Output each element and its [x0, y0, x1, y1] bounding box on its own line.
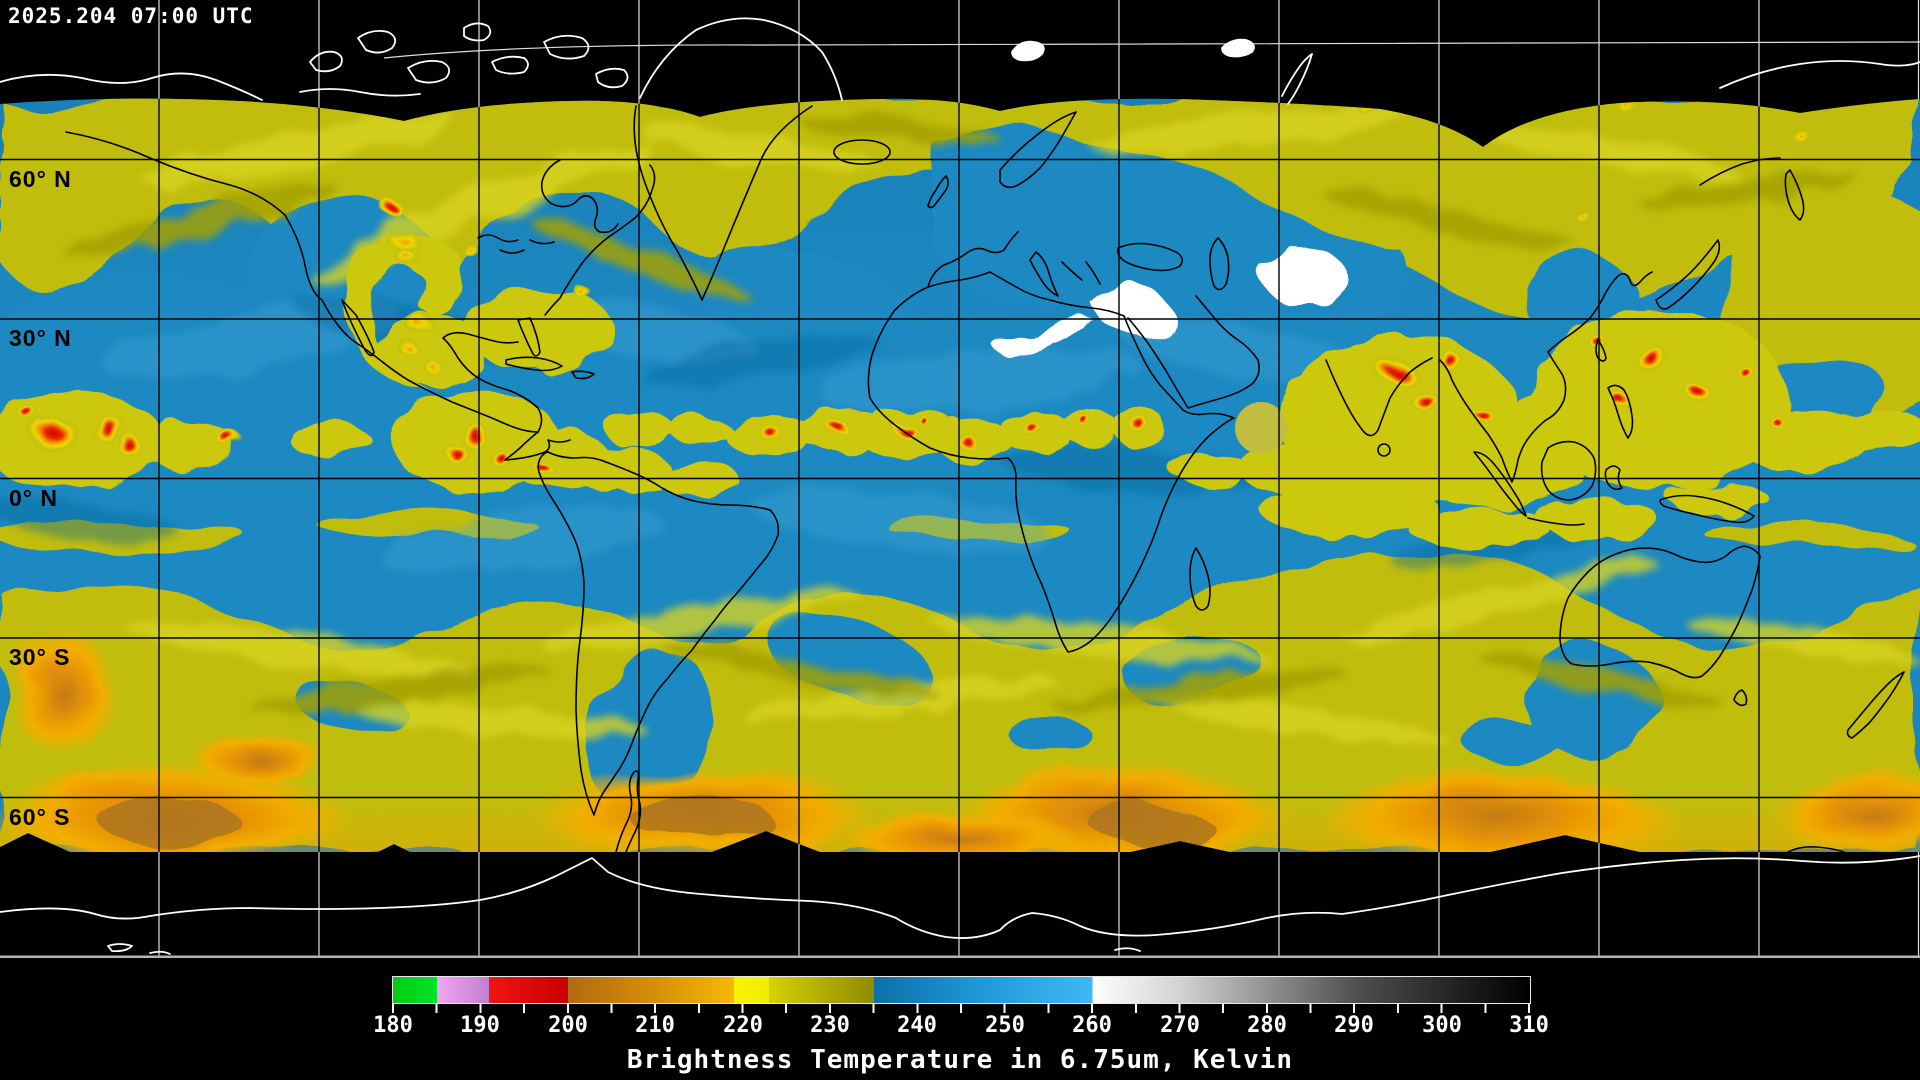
colorbar-tick-label: 230 — [810, 1013, 850, 1038]
latitude-label-30n: 30° N — [9, 325, 72, 351]
colorbar-gradient — [392, 976, 1531, 1004]
colorbar-ticks — [392, 1004, 1532, 1013]
circular-artifact — [1235, 402, 1287, 454]
colorbar-tick-label: 310 — [1509, 1013, 1549, 1038]
colorbar-caption: Brightness Temperature in 6.75um, Kelvin — [626, 1045, 1294, 1075]
colorbar-tick-label: 300 — [1422, 1013, 1462, 1038]
colorbar-tick-label: 200 — [548, 1013, 588, 1038]
latitude-label-30s: 30° S — [9, 644, 71, 670]
timestamp-label: 2025.204 07:00 UTC — [8, 4, 254, 28]
latitude-label-60n: 60° N — [9, 166, 72, 192]
graticule-data — [0, 98, 1920, 853]
colorbar-tick-label: 220 — [723, 1013, 763, 1038]
colorbar-tick-label: 180 — [373, 1013, 413, 1038]
coastlines-space — [0, 17, 1920, 955]
satellite-map — [0, 0, 1920, 958]
latitude-label-0n: 0° N — [9, 485, 58, 511]
colorbar-tick-label: 290 — [1334, 1013, 1374, 1038]
imagery-layer — [0, 98, 1920, 853]
colorbar-tick-label: 270 — [1160, 1013, 1200, 1038]
colorbar-tick-label: 260 — [1072, 1013, 1112, 1038]
colorbar-tick-label: 250 — [985, 1013, 1025, 1038]
map-bottom-border — [0, 955, 1920, 958]
coastlines-data — [65, 105, 1905, 853]
colorbar-tick-label: 280 — [1247, 1013, 1287, 1038]
colorbar-tick-label: 240 — [897, 1013, 937, 1038]
latitude-label-60s: 60° S — [9, 804, 71, 830]
swath-limb-arc — [383, 41, 1920, 59]
colorbar-tick-label: 210 — [635, 1013, 675, 1038]
colorbar-tick-label: 190 — [460, 1013, 500, 1038]
